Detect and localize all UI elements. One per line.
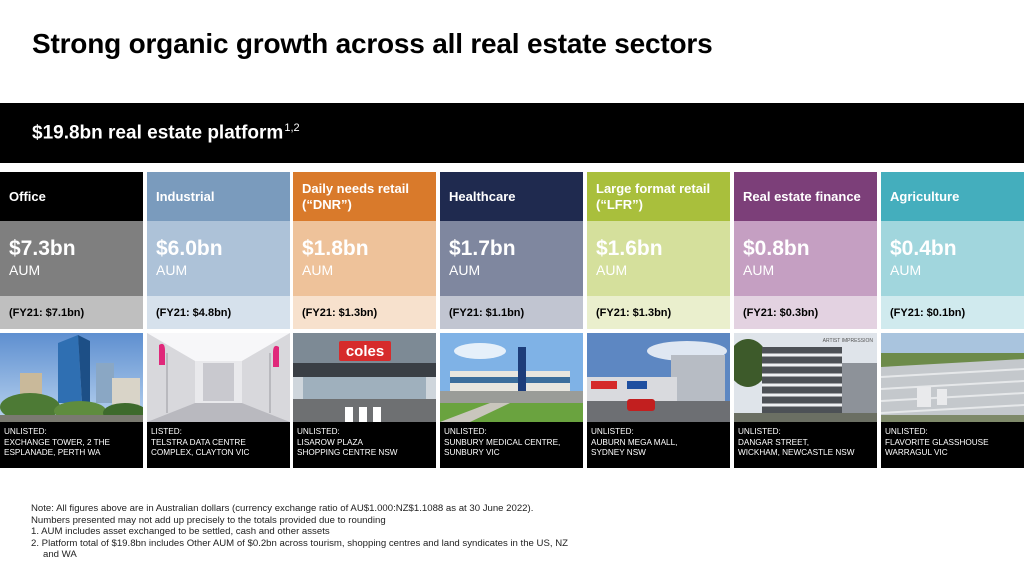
aum-block: $0.8bn AUM xyxy=(734,221,877,296)
aum-unit: AUM xyxy=(449,262,481,278)
sector-industrial: Industrial $6.0bn AUM (FY21: $4.8bn) LIS… xyxy=(147,172,290,476)
property-caption: UNLISTED: LISAROW PLAZA SHOPPING CENTRE NS… xyxy=(293,422,436,468)
aum-value: $1.6bn xyxy=(596,237,663,260)
aum-block: $7.3bn AUM xyxy=(0,221,143,296)
page-title: Strong organic growth across all real es… xyxy=(32,28,713,59)
footnote-2-cont: and WA xyxy=(43,549,77,560)
sector-header: Large format retail (“LFR”) xyxy=(587,172,730,221)
aum-value: $1.8bn xyxy=(302,237,369,260)
aum-unit: AUM xyxy=(302,262,334,278)
fy21-value: (FY21: $1.3bn) xyxy=(293,296,436,329)
banner-text: $19.8bn real estate platform1,2 xyxy=(32,121,300,144)
fy21-value: (FY21: $7.1bn) xyxy=(0,296,143,329)
property-photo: coles xyxy=(293,333,436,422)
platform-banner: $19.8bn real estate platform1,2 xyxy=(0,103,1024,163)
sector-daily-needs-retail: Daily needs retail (“DNR”) $1.8bn AUM (F… xyxy=(293,172,436,476)
aum-value: $0.8bn xyxy=(743,237,810,260)
artist-impression-label: ARTIST IMPRESSION xyxy=(823,338,874,344)
aum-value: $1.7bn xyxy=(449,237,516,260)
aum-value: $7.3bn xyxy=(9,237,76,260)
aum-unit: AUM xyxy=(156,262,188,278)
sector-header: Real estate finance xyxy=(734,172,877,221)
fy21-value: (FY21: $0.3bn) xyxy=(734,296,877,329)
property-photo xyxy=(440,333,583,422)
property-photo xyxy=(147,333,290,422)
aum-block: $1.6bn AUM xyxy=(587,221,730,296)
property-photo xyxy=(0,333,143,422)
footnote-rounding: Numbers presented may not add up precise… xyxy=(31,514,386,526)
aum-unit: AUM xyxy=(890,262,922,278)
property-photo xyxy=(587,333,730,422)
footnote-1: 1. AUM includes asset exchanged to be se… xyxy=(31,526,330,537)
sector-header: Daily needs retail (“DNR”) xyxy=(293,172,436,221)
sector-office: Office $7.3bn AUM (FY21: $7.1bn) UNLISTE xyxy=(0,172,143,476)
fy21-value: (FY21: $1.3bn) xyxy=(587,296,730,329)
property-caption: UNLISTED: DANGAR STREET, WICKHAM, NEWCASTL… xyxy=(734,422,877,468)
aum-block: $0.4bn AUM xyxy=(881,221,1024,296)
sector-healthcare: Healthcare $1.7bn AUM (FY21: $1.1bn) UNL… xyxy=(440,172,583,476)
property-caption: UNLISTED: SUNBURY MEDICAL CENTRE, SUNBURY … xyxy=(440,422,583,468)
property-photo xyxy=(881,333,1024,422)
sector-header: Agriculture xyxy=(881,172,1024,221)
sector-header: Industrial xyxy=(147,172,290,221)
sector-columns: Office $7.3bn AUM (FY21: $7.1bn) UNLISTE xyxy=(0,172,1024,476)
aum-block: $1.7bn AUM xyxy=(440,221,583,296)
footnotes: Note: All figures above are in Australia… xyxy=(31,503,568,561)
fy21-value: (FY21: $4.8bn) xyxy=(147,296,290,329)
footnote-2: 2. Platform total of $19.8bn includes Ot… xyxy=(31,537,569,549)
aum-unit: AUM xyxy=(596,262,628,278)
fy21-value: (FY21: $1.1bn) xyxy=(440,296,583,329)
aum-block: $1.8bn AUM xyxy=(293,221,436,296)
aum-value: $6.0bn xyxy=(156,237,223,260)
property-caption: UNLISTED: FLAVORITE GLASSHOUSE WARRAGUL VI… xyxy=(881,422,1024,468)
sector-real-estate-finance: Real estate finance $0.8bn AUM (FY21: $0… xyxy=(734,172,877,476)
footnote-currency: Note: All figures above are in Australia… xyxy=(31,503,534,514)
aum-unit: AUM xyxy=(9,262,41,278)
coles-sign: coles xyxy=(346,343,384,360)
property-caption: UNLISTED: EXCHANGE TOWER, 2 THE ESPLANADE,… xyxy=(0,422,143,468)
sector-header: Healthcare xyxy=(440,172,583,221)
aum-block: $6.0bn AUM xyxy=(147,221,290,296)
banner-footnote-ref: 1,2 xyxy=(284,121,300,134)
aum-value: $0.4bn xyxy=(890,237,957,260)
fy21-value: (FY21: $0.1bn) xyxy=(881,296,1024,329)
property-caption: UNLISTED: AUBURN MEGA MALL, SYDNEY NSW xyxy=(587,422,730,468)
sector-large-format-retail: Large format retail (“LFR”) $1.6bn AUM (… xyxy=(587,172,730,476)
property-caption: LISTED: TELSTRA DATA CENTRE COMPLEX, CLAYT… xyxy=(147,422,290,468)
property-photo: ARTIST IMPRESSION xyxy=(734,333,877,422)
sector-header: Office xyxy=(0,172,143,221)
sector-agriculture: Agriculture $0.4bn AUM (FY21: $0.1bn) UN… xyxy=(881,172,1024,476)
aum-unit: AUM xyxy=(743,262,775,278)
